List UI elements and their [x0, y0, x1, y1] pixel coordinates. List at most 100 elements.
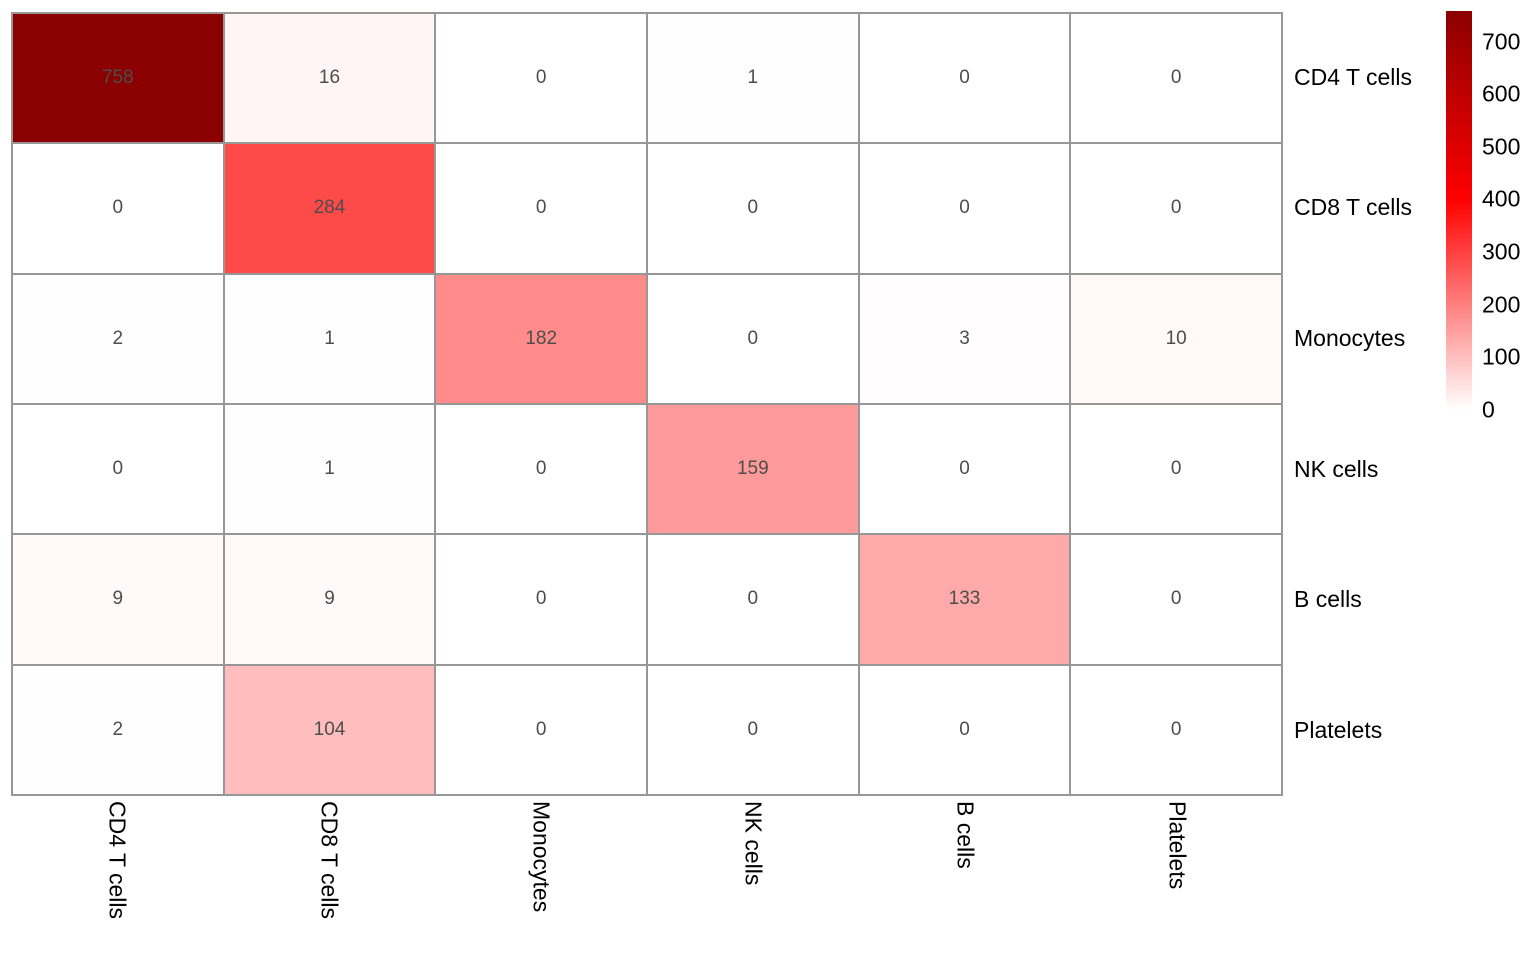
cell-value: 9 — [324, 588, 335, 610]
cell-value: 159 — [736, 458, 769, 480]
column-label-slot: NK cells — [647, 801, 859, 956]
heatmap-cell: 104 — [223, 664, 436, 795]
heatmap-cell: 16 — [223, 13, 436, 144]
cell-value: 0 — [1170, 718, 1182, 740]
heatmap-cell: 0 — [435, 403, 647, 535]
cell-value: 133 — [948, 588, 981, 610]
heatmap-cell: 284 — [223, 143, 436, 274]
column-label: Monocytes — [528, 801, 555, 913]
heatmap-cell: 0 — [858, 143, 1071, 274]
column-label-slot: Monocytes — [435, 801, 647, 956]
colorbar-tick-label: 500 — [1482, 133, 1521, 160]
row-label: NK cells — [1294, 455, 1379, 482]
cell-value: 0 — [959, 67, 970, 89]
colorbar-tick-label: 700 — [1482, 28, 1521, 54]
cell-value: 284 — [313, 197, 346, 219]
column-label-slot: CD8 T cells — [223, 801, 435, 956]
cell-value: 0 — [959, 718, 970, 740]
heatmap-cell: 758 — [12, 13, 224, 144]
heatmap-cell: 0 — [435, 13, 647, 144]
heatmap-cell: 9 — [223, 534, 436, 665]
heatmap-cell: 0 — [12, 143, 224, 274]
heatmap-cell: 0 — [858, 664, 1071, 795]
cell-value: 16 — [318, 67, 341, 89]
cell-value: 0 — [535, 588, 547, 610]
colorbar-tick-label: 0 — [1482, 396, 1495, 423]
column-label: Platelets — [1164, 801, 1191, 890]
heatmap-cell: 0 — [647, 534, 859, 665]
colorbar — [1446, 11, 1472, 410]
row-label: CD4 T cells — [1294, 63, 1413, 90]
heatmap-cell: 0 — [1070, 534, 1282, 665]
colorbar-tick-label: 100 — [1482, 343, 1521, 370]
heatmap-cell: 0 — [12, 403, 224, 535]
cell-value: 10 — [1165, 327, 1187, 349]
heatmap-cell: 0 — [435, 143, 647, 274]
cell-value: 1 — [324, 327, 335, 349]
heatmap-cell: 0 — [435, 664, 647, 795]
cell-value: 0 — [535, 197, 547, 219]
row-axis-labels: CD4 T cells CD8 T cells Monocytes NK cells B… — [1294, 12, 1444, 796]
heatmap-cell: 133 — [858, 534, 1071, 665]
cell-value: 0 — [959, 197, 970, 219]
colorbar-tick-label: 300 — [1482, 238, 1521, 265]
cell-value: 0 — [112, 458, 124, 480]
column-label: CD8 T cells — [316, 801, 343, 920]
colorbar-tick-label: 600 — [1482, 80, 1521, 107]
column-label: NK cells — [740, 801, 767, 886]
cell-value: 1 — [324, 458, 335, 480]
heatmap-cell: 0 — [647, 273, 859, 404]
cell-value: 0 — [747, 197, 759, 219]
column-label-slot: B cells — [859, 801, 1071, 956]
cell-value: 0 — [535, 458, 547, 480]
cell-value: 0 — [535, 718, 547, 740]
heatmap-cell: 10 — [1070, 273, 1282, 404]
heatmap-cell: 0 — [858, 13, 1071, 144]
heatmap-cell: 1 — [223, 403, 436, 535]
cell-value: 0 — [1170, 458, 1182, 480]
heatmap-cell: 2 — [12, 664, 224, 795]
row-label: B cells — [1294, 586, 1362, 613]
cell-value: 2 — [112, 718, 124, 740]
heatmap-cell: 1 — [647, 13, 859, 144]
column-label: CD4 T cells — [104, 801, 131, 920]
colorbar-tick-labels: 700 600 500 400 300 200 100 0 — [1482, 11, 1536, 423]
colorbar-tick-label: 400 — [1482, 185, 1521, 212]
cell-value: 3 — [959, 327, 970, 349]
heatmap-cell: 0 — [1070, 403, 1282, 535]
column-label: B cells — [952, 801, 979, 869]
cell-value: 0 — [535, 67, 547, 89]
cell-value: 9 — [112, 588, 124, 610]
cell-value: 758 — [101, 67, 134, 89]
cell-value: 0 — [747, 718, 759, 740]
heatmap-cell: 0 — [435, 534, 647, 665]
row-label: CD8 T cells — [1294, 194, 1413, 221]
cell-value: 0 — [1170, 588, 1182, 610]
cell-value: 104 — [313, 718, 346, 740]
cell-value: 1 — [747, 67, 759, 89]
cell-value: 2 — [112, 327, 124, 349]
heatmap-grid: 758 16 0 1 0 0 0 284 0 0 0 0 2 1 182 0 3 10 0 1 0 159 0 0 9 9 0 0 13… — [11, 12, 1283, 796]
heatmap-cell: 3 — [858, 273, 1071, 404]
row-label: Monocytes — [1294, 325, 1406, 352]
heatmap-cell: 0 — [1070, 13, 1282, 144]
heatmap-cell: 9 — [12, 534, 224, 665]
heatmap-cell: 182 — [435, 273, 647, 404]
heatmap-cell: 1 — [223, 273, 436, 404]
cell-value: 0 — [1170, 67, 1182, 89]
colorbar-tick-label: 200 — [1482, 291, 1521, 318]
heatmap-cell: 0 — [1070, 143, 1282, 274]
heatmap-cell: 159 — [647, 403, 859, 535]
cell-value: 0 — [112, 197, 124, 219]
column-label-slot: CD4 T cells — [11, 801, 223, 956]
row-label: Platelets — [1294, 717, 1383, 744]
heatmap-cell: 0 — [1070, 664, 1282, 795]
column-axis-labels: CD4 T cells CD8 T cells Monocytes NK cells B… — [11, 801, 1283, 956]
cell-value: 0 — [747, 588, 759, 610]
cell-value: 0 — [1170, 197, 1182, 219]
cell-value: 0 — [959, 458, 970, 480]
heatmap-cell: 0 — [647, 143, 859, 274]
heatmap-cell: 2 — [12, 273, 224, 404]
heatmap-cell: 0 — [858, 403, 1071, 535]
